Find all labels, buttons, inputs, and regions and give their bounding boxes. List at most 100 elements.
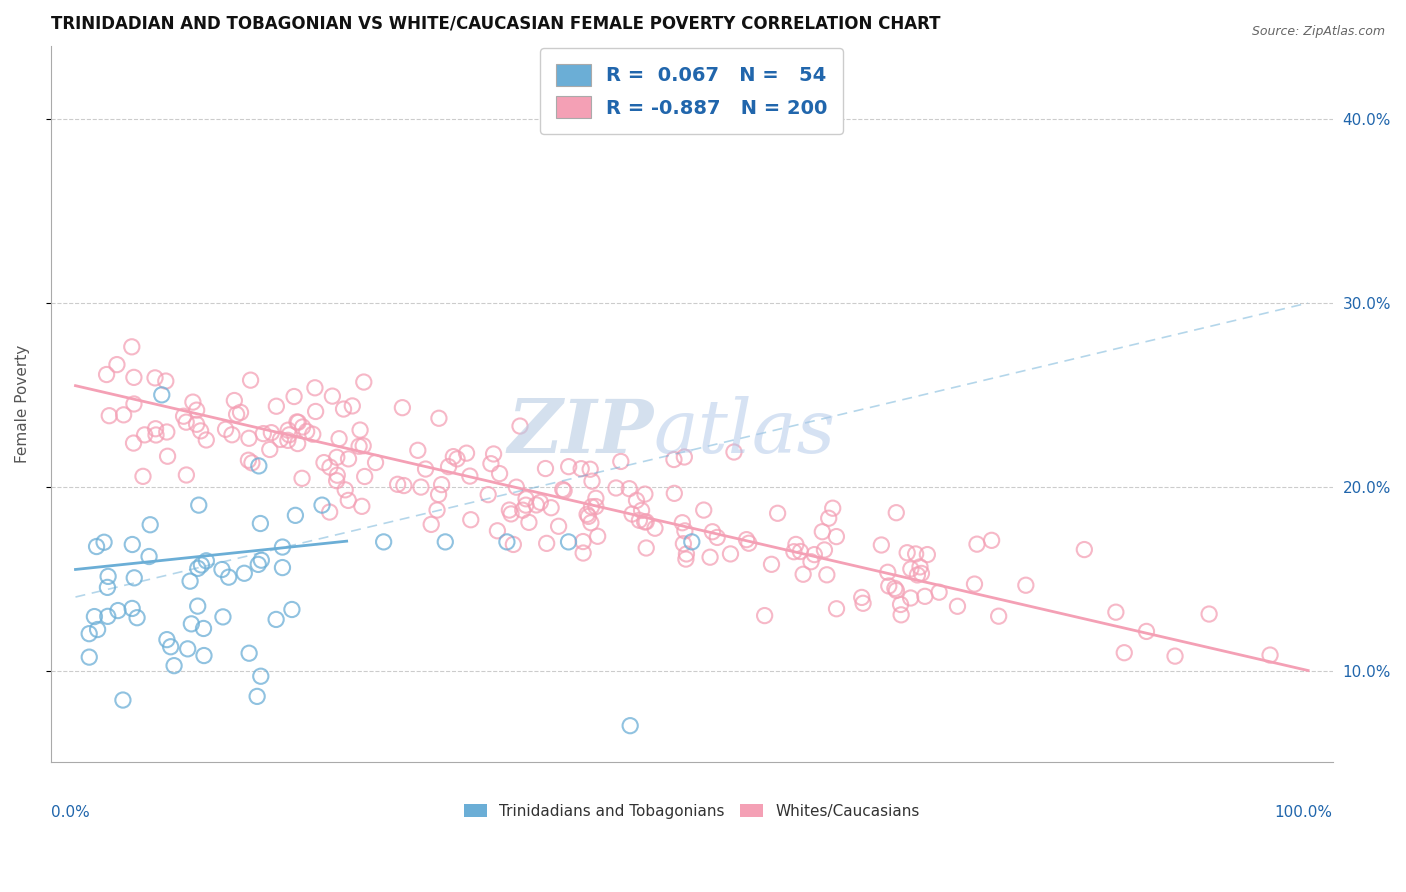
Point — [634, 487, 657, 501]
Point — [675, 552, 697, 566]
Point — [963, 577, 986, 591]
Point — [644, 521, 666, 535]
Point — [287, 436, 309, 450]
Point — [761, 558, 783, 572]
Point — [350, 500, 373, 514]
Point — [225, 408, 247, 422]
Point — [387, 477, 409, 491]
Point — [664, 486, 686, 500]
Text: ZIP: ZIP — [508, 396, 654, 469]
Point — [121, 340, 143, 354]
Point — [673, 450, 696, 464]
Point — [284, 508, 307, 523]
Point — [392, 478, 415, 492]
Point — [193, 622, 215, 636]
Text: Source: ZipAtlas.com: Source: ZipAtlas.com — [1251, 25, 1385, 38]
Point — [1164, 649, 1187, 664]
Point — [264, 612, 287, 626]
Point — [811, 524, 834, 539]
Point — [456, 446, 478, 460]
Point — [572, 546, 595, 560]
Point — [77, 626, 100, 640]
Point — [321, 389, 343, 403]
Point — [391, 401, 413, 415]
Point — [813, 543, 835, 558]
Point — [817, 511, 839, 525]
Point — [269, 433, 291, 447]
Point — [176, 641, 198, 656]
Point — [218, 570, 240, 584]
Point — [249, 669, 271, 683]
Point — [112, 408, 135, 422]
Point — [585, 491, 607, 506]
Point — [910, 566, 932, 581]
Point — [277, 423, 299, 437]
Point — [877, 579, 900, 593]
Point — [373, 535, 395, 549]
Point — [156, 449, 179, 463]
Point — [295, 425, 318, 439]
Point — [224, 393, 246, 408]
Point — [578, 509, 600, 524]
Point — [427, 411, 450, 425]
Point — [312, 456, 335, 470]
Point — [86, 623, 108, 637]
Point — [672, 537, 695, 551]
Point — [585, 500, 607, 514]
Point — [187, 498, 209, 512]
Point — [326, 450, 349, 465]
Point — [783, 545, 806, 559]
Point — [122, 436, 145, 450]
Point — [77, 650, 100, 665]
Point — [479, 457, 502, 471]
Point — [86, 540, 108, 554]
Point — [121, 537, 143, 551]
Point — [326, 468, 349, 483]
Point — [446, 451, 468, 466]
Point — [179, 574, 201, 589]
Point — [569, 461, 592, 475]
Point — [150, 388, 173, 402]
Point — [122, 397, 145, 411]
Point — [821, 501, 844, 516]
Point — [278, 427, 301, 442]
Point — [636, 515, 658, 529]
Point — [287, 415, 309, 429]
Point — [145, 422, 167, 436]
Point — [706, 530, 728, 544]
Point — [187, 599, 209, 614]
Point — [579, 462, 602, 476]
Point — [1073, 542, 1095, 557]
Point — [96, 368, 118, 382]
Point — [193, 648, 215, 663]
Point — [186, 417, 208, 432]
Point — [250, 553, 273, 567]
Point — [803, 548, 825, 562]
Point — [187, 561, 209, 575]
Point — [540, 500, 562, 515]
Point — [876, 566, 898, 580]
Point — [966, 537, 988, 551]
Point — [572, 534, 595, 549]
Point — [291, 471, 314, 485]
Point — [605, 481, 627, 495]
Point — [890, 607, 912, 622]
Point — [870, 538, 893, 552]
Point — [409, 480, 432, 494]
Point — [122, 571, 145, 585]
Point — [176, 468, 198, 483]
Point — [551, 483, 574, 497]
Point — [610, 454, 633, 468]
Point — [621, 507, 644, 521]
Point — [825, 530, 848, 544]
Point — [502, 537, 524, 551]
Point — [1015, 578, 1038, 592]
Point — [815, 567, 838, 582]
Point — [515, 491, 537, 506]
Point — [145, 428, 167, 442]
Point — [143, 371, 166, 385]
Point — [517, 516, 540, 530]
Point — [281, 602, 304, 616]
Point — [211, 562, 233, 576]
Point — [1258, 648, 1281, 662]
